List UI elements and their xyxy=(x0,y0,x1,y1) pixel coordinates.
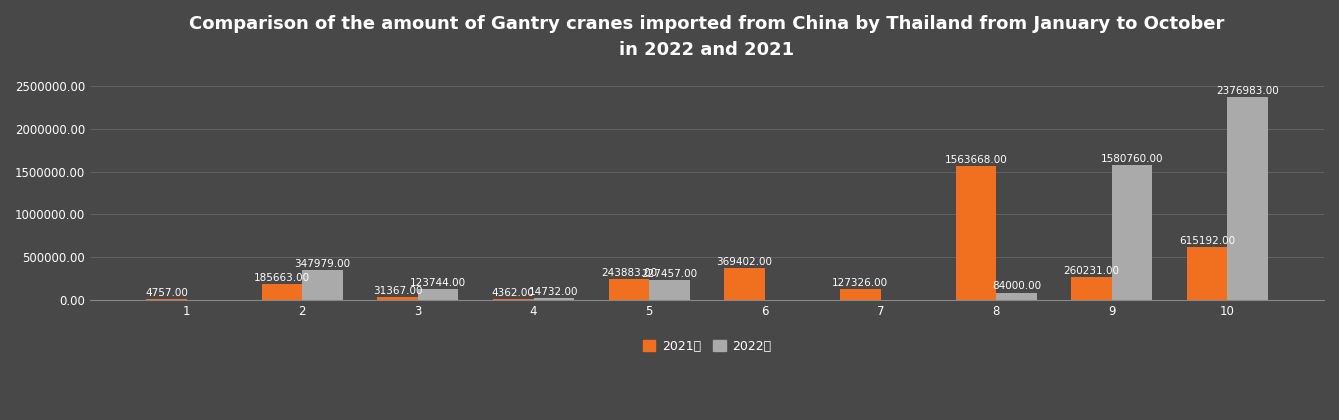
Legend: 2021年, 2022年: 2021年, 2022年 xyxy=(637,335,777,358)
Text: 123744.00: 123744.00 xyxy=(410,278,466,288)
Bar xyxy=(609,279,649,300)
Text: 243883.00: 243883.00 xyxy=(601,268,657,278)
Text: 31367.00: 31367.00 xyxy=(374,286,423,296)
Title: Comparison of the amount of Gantry cranes imported from China by Thailand from J: Comparison of the amount of Gantry crane… xyxy=(189,15,1225,59)
Bar xyxy=(840,289,881,300)
Text: 2376983.00: 2376983.00 xyxy=(1216,86,1279,96)
Text: 4362.00: 4362.00 xyxy=(491,288,534,298)
Text: 347979.00: 347979.00 xyxy=(295,259,351,269)
Bar xyxy=(378,297,418,300)
Bar xyxy=(649,280,690,300)
Text: 1580760.00: 1580760.00 xyxy=(1101,154,1164,163)
Bar xyxy=(303,270,343,300)
Text: 260231.00: 260231.00 xyxy=(1063,266,1119,276)
Bar xyxy=(1186,247,1228,300)
Bar xyxy=(956,166,996,300)
Bar xyxy=(996,292,1036,300)
Bar xyxy=(1071,278,1111,300)
Bar xyxy=(1228,97,1268,300)
Text: 84000.00: 84000.00 xyxy=(992,281,1040,291)
Text: 227457.00: 227457.00 xyxy=(641,269,698,279)
Bar xyxy=(1111,165,1153,300)
Text: 127326.00: 127326.00 xyxy=(833,278,888,288)
Text: 1563668.00: 1563668.00 xyxy=(944,155,1007,165)
Text: 185663.00: 185663.00 xyxy=(254,273,311,283)
Bar xyxy=(262,284,303,300)
Text: 14732.00: 14732.00 xyxy=(529,287,578,297)
Text: 615192.00: 615192.00 xyxy=(1180,236,1236,246)
Bar xyxy=(418,289,458,300)
Bar xyxy=(534,299,574,300)
Text: 369402.00: 369402.00 xyxy=(716,257,773,267)
Bar xyxy=(724,268,765,300)
Text: 4757.00: 4757.00 xyxy=(145,288,187,298)
